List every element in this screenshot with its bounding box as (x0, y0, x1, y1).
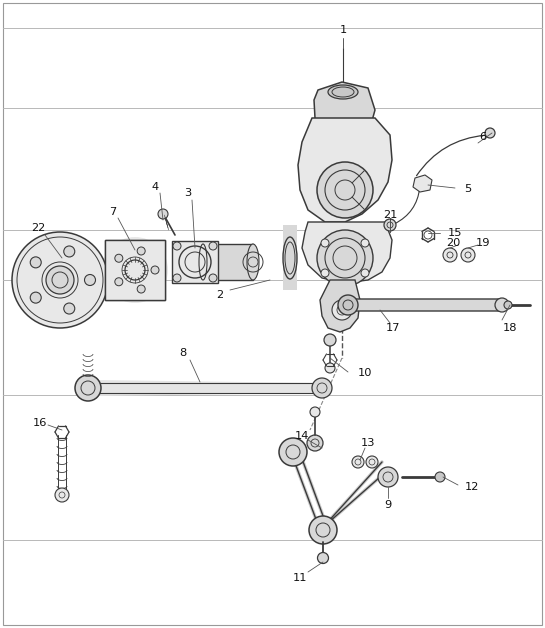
Text: 20: 20 (446, 238, 460, 248)
Polygon shape (203, 244, 253, 280)
Circle shape (64, 246, 75, 257)
Circle shape (317, 230, 373, 286)
Circle shape (137, 285, 145, 293)
Polygon shape (283, 225, 297, 290)
Circle shape (75, 375, 101, 401)
Circle shape (64, 303, 75, 314)
Text: 2: 2 (216, 290, 223, 300)
Circle shape (115, 278, 123, 286)
Circle shape (173, 274, 181, 282)
Circle shape (321, 239, 329, 247)
Text: 17: 17 (386, 323, 400, 333)
Circle shape (443, 248, 457, 262)
Circle shape (461, 248, 475, 262)
Text: 8: 8 (179, 348, 186, 358)
Text: 10: 10 (358, 368, 372, 378)
Circle shape (352, 456, 364, 468)
Text: 4: 4 (152, 182, 159, 192)
Circle shape (209, 274, 217, 282)
Text: 16: 16 (33, 418, 47, 428)
Circle shape (30, 257, 41, 268)
Circle shape (312, 378, 332, 398)
Circle shape (361, 269, 369, 277)
Circle shape (12, 232, 108, 328)
Polygon shape (314, 82, 375, 138)
Text: 21: 21 (383, 210, 397, 220)
Text: 14: 14 (295, 431, 309, 441)
Circle shape (485, 128, 495, 138)
Circle shape (504, 301, 512, 309)
Circle shape (317, 162, 373, 218)
Circle shape (318, 553, 329, 563)
Polygon shape (172, 241, 218, 283)
Polygon shape (105, 240, 165, 300)
Ellipse shape (328, 85, 358, 99)
Circle shape (125, 260, 145, 280)
Polygon shape (95, 380, 325, 396)
Circle shape (115, 254, 123, 263)
Circle shape (321, 269, 329, 277)
Text: 12: 12 (465, 482, 480, 492)
Circle shape (102, 237, 168, 303)
Polygon shape (340, 299, 505, 311)
Text: 19: 19 (476, 238, 491, 248)
Circle shape (310, 407, 320, 417)
Polygon shape (298, 118, 392, 222)
Circle shape (324, 334, 336, 346)
Circle shape (325, 363, 335, 373)
Circle shape (378, 467, 398, 487)
Ellipse shape (247, 244, 259, 280)
Ellipse shape (199, 244, 207, 280)
Text: 11: 11 (293, 573, 307, 583)
Ellipse shape (283, 237, 297, 279)
Text: 5: 5 (464, 184, 471, 194)
Circle shape (151, 266, 159, 274)
Circle shape (137, 247, 145, 255)
Text: 1: 1 (340, 25, 347, 35)
Text: 9: 9 (384, 500, 392, 510)
Circle shape (158, 209, 168, 219)
Circle shape (495, 298, 509, 312)
Circle shape (309, 516, 337, 544)
Circle shape (279, 438, 307, 466)
Text: 3: 3 (184, 188, 192, 198)
Text: 6: 6 (479, 132, 486, 142)
Text: 7: 7 (110, 207, 117, 217)
Text: 13: 13 (361, 438, 376, 448)
Polygon shape (105, 240, 165, 300)
Circle shape (332, 300, 352, 320)
Circle shape (173, 242, 181, 250)
Circle shape (30, 292, 41, 303)
Circle shape (338, 295, 358, 315)
Polygon shape (413, 175, 432, 192)
Circle shape (209, 242, 217, 250)
Polygon shape (302, 222, 392, 283)
Circle shape (384, 219, 396, 231)
Circle shape (435, 472, 445, 482)
Text: 22: 22 (31, 223, 45, 233)
Circle shape (46, 266, 74, 294)
Circle shape (55, 488, 69, 502)
Polygon shape (320, 280, 360, 332)
Text: 15: 15 (448, 228, 463, 238)
Circle shape (307, 435, 323, 451)
Text: 18: 18 (503, 323, 518, 333)
Circle shape (84, 274, 95, 286)
Circle shape (361, 239, 369, 247)
Circle shape (366, 456, 378, 468)
